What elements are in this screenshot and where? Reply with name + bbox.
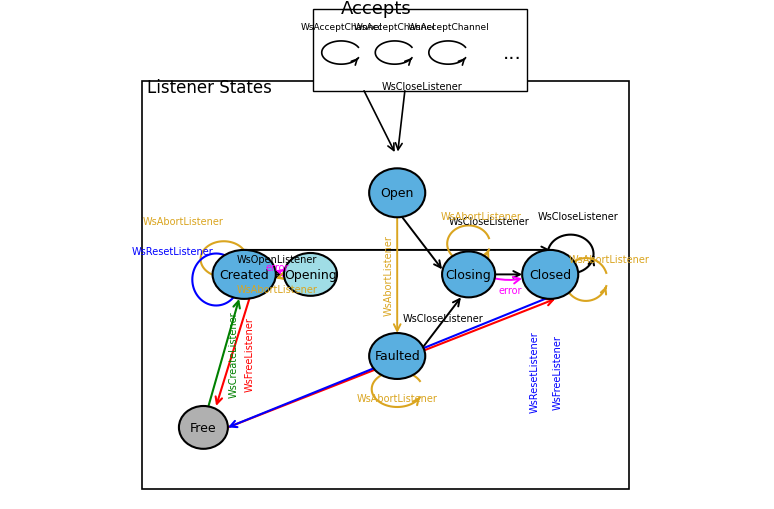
Text: error: error <box>265 262 289 272</box>
Text: WsAbortListener: WsAbortListener <box>441 211 522 221</box>
FancyBboxPatch shape <box>142 81 629 489</box>
Text: WsResetListener: WsResetListener <box>530 331 540 412</box>
Text: Accepts: Accepts <box>341 0 412 18</box>
Text: WsAbortListener: WsAbortListener <box>236 284 317 294</box>
Text: WsCloseListener: WsCloseListener <box>402 313 484 323</box>
Ellipse shape <box>442 252 495 298</box>
Text: Created: Created <box>219 268 269 281</box>
Text: WsAcceptChannel: WsAcceptChannel <box>407 23 489 32</box>
Text: Faulted: Faulted <box>375 350 420 363</box>
Text: WsCloseListener: WsCloseListener <box>382 81 463 92</box>
Text: WsAbortListener: WsAbortListener <box>357 393 437 403</box>
Text: WsOpenListener: WsOpenListener <box>237 254 317 265</box>
Text: WsCloseListener: WsCloseListener <box>448 216 529 227</box>
Ellipse shape <box>213 250 276 299</box>
Text: ...: ... <box>502 44 522 63</box>
Ellipse shape <box>369 333 425 379</box>
Text: Open: Open <box>381 187 414 200</box>
Ellipse shape <box>369 169 425 218</box>
Text: WsAbortListener: WsAbortListener <box>384 235 393 315</box>
Text: WsAbortListener: WsAbortListener <box>568 254 649 265</box>
Text: Closing: Closing <box>446 268 491 281</box>
Text: WsFreeListener: WsFreeListener <box>245 317 255 391</box>
Text: error: error <box>498 285 522 295</box>
FancyBboxPatch shape <box>313 10 527 92</box>
Ellipse shape <box>522 250 578 299</box>
Text: WsAcceptChannel: WsAcceptChannel <box>354 23 436 32</box>
Ellipse shape <box>284 253 337 296</box>
Text: Free: Free <box>190 421 217 434</box>
Text: Opening: Opening <box>284 268 337 281</box>
Text: WsAbortListener: WsAbortListener <box>142 216 224 227</box>
Text: WsResetListener: WsResetListener <box>132 247 214 257</box>
Text: Closed: Closed <box>529 268 571 281</box>
Text: WsFreeListener: WsFreeListener <box>553 334 563 409</box>
Text: WsCreateListener: WsCreateListener <box>229 310 239 397</box>
Ellipse shape <box>179 406 228 449</box>
Text: Listener States: Listener States <box>147 79 272 97</box>
Text: WsAcceptChannel: WsAcceptChannel <box>300 23 382 32</box>
Text: WsCloseListener: WsCloseListener <box>538 211 618 221</box>
